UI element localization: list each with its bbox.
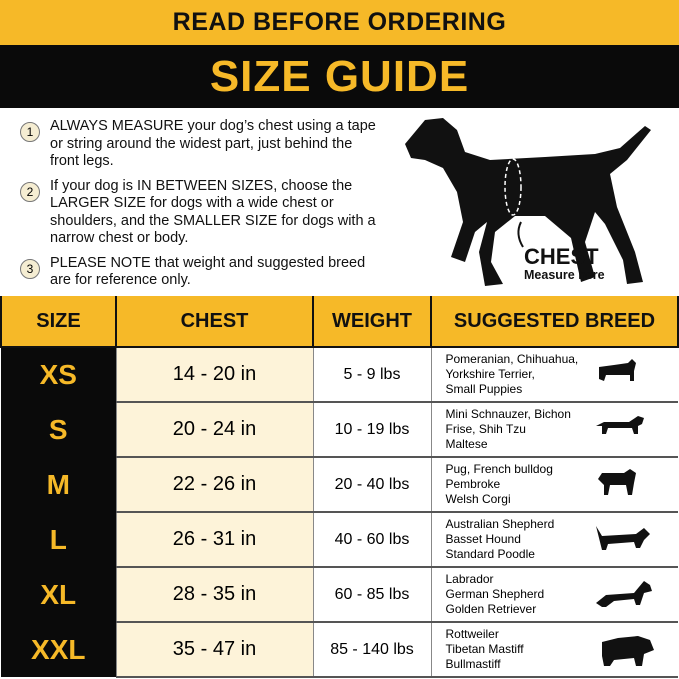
weight-cell: 10 - 19 lbs — [313, 402, 432, 458]
weight-cell: 60 - 85 lbs — [313, 567, 432, 623]
weight-cell: 5 - 9 lbs — [313, 347, 432, 403]
table-row: XXL 35 - 47 in 85 - 140 lbs Rottweiler Ti… — [1, 622, 678, 678]
breed-line: Standard Poodle — [445, 547, 535, 561]
size-cell: XL — [1, 567, 116, 622]
size-table: SIZE CHEST WEIGHT SUGGESTED BREED XS 14 … — [0, 296, 679, 678]
read-before-ordering-banner: READ BEFORE ORDERING — [0, 0, 679, 45]
step-number: 1 — [20, 122, 40, 142]
weight-cell: 40 - 60 lbs — [313, 512, 432, 568]
size-cell: XS — [1, 347, 116, 402]
step-3: 3 PLEASE NOTE that weight and suggested b… — [20, 255, 380, 290]
step-text: ALWAYS MEASURE your dog’s chest using a … — [50, 118, 376, 169]
breed-line: Welsh Corgi — [445, 492, 511, 506]
chest-cell: 20 - 24 in — [115, 402, 314, 458]
breed-cell: Labrador German Shepherd Golden Retriever — [431, 567, 678, 623]
header-breed: SUGGESTED BREED — [430, 296, 679, 348]
breed-cell: Pug, French bulldog Pembroke Welsh Corgi — [431, 457, 678, 513]
breed-line: Pug, French bulldog — [445, 462, 553, 476]
breed-line: Yorkshire Terrier, — [445, 367, 535, 381]
instructions: 1 ALWAYS MEASURE your dog’s chest using a… — [20, 118, 380, 297]
size-cell: S — [1, 402, 116, 457]
pointer-dog-illustration — [405, 118, 651, 286]
chest-cell: 14 - 20 in — [115, 347, 314, 403]
breed-line: Basset Hound — [445, 532, 521, 546]
step-1: 1 ALWAYS MEASURE your dog’s chest using a… — [20, 118, 380, 171]
breed-cell: Mini Schnauzer, Bichon Frise, Shih Tzu Mal… — [431, 402, 678, 458]
step-text: PLEASE NOTE that weight and suggested br… — [50, 254, 366, 289]
table-row: M 22 - 26 in 20 - 40 lbs Pug, French bul… — [1, 457, 678, 513]
table-header: SIZE CHEST WEIGHT SUGGESTED BREED — [0, 296, 679, 348]
chest-cell: 22 - 26 in — [115, 457, 314, 513]
breed-line: Golden Retriever — [445, 602, 537, 616]
basset-hound-icon — [596, 525, 650, 550]
breed-line: Australian Shepherd — [445, 517, 555, 531]
step-2: 2 If your dog is IN BETWEEN SIZES, choose… — [20, 178, 380, 248]
breed-line: Small Puppies — [445, 382, 523, 396]
header-chest: CHEST — [115, 296, 314, 348]
chest-cell: 35 - 47 in — [115, 622, 314, 678]
table-row: L 26 - 31 in 40 - 60 lbs Australian Shep… — [1, 512, 678, 568]
header-weight: WEIGHT — [312, 296, 432, 348]
breed-line: Bullmastiff — [445, 657, 501, 671]
step-text: If your dog is IN BETWEEN SIZES, choose … — [50, 177, 376, 247]
chest-cell: 26 - 31 in — [115, 512, 314, 568]
step-number: 2 — [20, 181, 40, 202]
table-row: S 20 - 24 in 10 - 19 lbs Mini Schnauzer,… — [1, 402, 678, 458]
chest-label: CHEST — [524, 244, 599, 269]
weight-cell: 85 - 140 lbs — [313, 622, 432, 678]
table-row: XL 28 - 35 in 60 - 85 lbs Labrador German… — [1, 567, 678, 623]
breed-cell: Australian Shepherd Basset Hound Standard … — [431, 512, 678, 568]
breed-line: Rottweiler — [445, 627, 499, 641]
step-number: 3 — [20, 258, 40, 279]
chest-sublabel: Measure here — [524, 268, 605, 282]
breed-line: German Shepherd — [445, 587, 545, 601]
breed-cell: Rottweiler Tibetan Mastiff Bullmastiff — [431, 622, 678, 678]
pug-icon — [598, 468, 636, 495]
breed-line: Pomeranian, Chihuahua, — [445, 352, 579, 366]
breed-line: Labrador — [445, 572, 494, 586]
german-shepherd-icon — [596, 580, 652, 607]
table-row: XS 14 - 20 in 5 - 9 lbs Pomeranian, Chih… — [1, 347, 678, 403]
yorkshire-terrier-icon — [599, 358, 636, 381]
header-size: SIZE — [0, 296, 117, 348]
breed-line: Maltese — [445, 437, 488, 451]
size-cell: L — [1, 512, 116, 567]
weight-cell: 20 - 40 lbs — [313, 457, 432, 513]
breed-cell: Pomeranian, Chihuahua, Yorkshire Terrier,… — [431, 347, 678, 403]
chest-cell: 28 - 35 in — [115, 567, 314, 623]
breed-line: Mini Schnauzer, Bichon — [445, 407, 571, 421]
mastiff-icon — [602, 635, 654, 666]
size-cell: XXL — [1, 622, 116, 677]
dachshund-icon — [596, 415, 644, 434]
breed-line: Pembroke — [445, 477, 501, 491]
size-cell: M — [1, 457, 116, 512]
breed-line: Tibetan Mastiff — [445, 642, 524, 656]
page-title: SIZE GUIDE — [0, 45, 679, 108]
breed-line: Frise, Shih Tzu — [445, 422, 526, 436]
